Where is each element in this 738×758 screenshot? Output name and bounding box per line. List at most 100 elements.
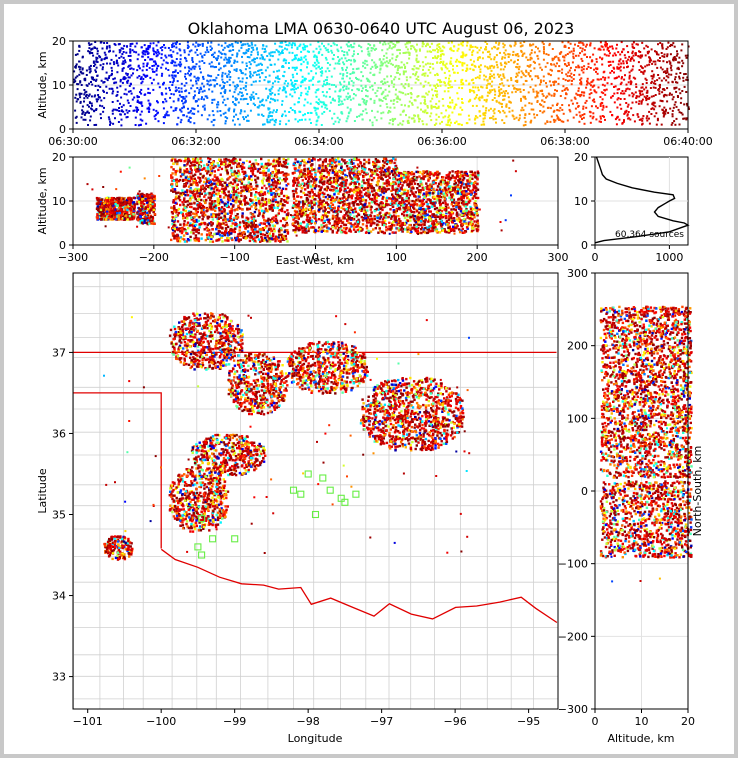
lightning-source [392, 99, 395, 102]
lightning-source [386, 106, 389, 109]
lightning-source [223, 52, 226, 55]
lightning-source [213, 175, 216, 178]
lightning-source [78, 68, 81, 71]
lightning-source [299, 110, 302, 113]
lightning-source [648, 63, 651, 66]
lightning-source [681, 90, 684, 92]
lightning-source [201, 60, 204, 62]
lightning-source [670, 73, 673, 76]
lightning-source [137, 124, 140, 127]
lightning-source [260, 162, 263, 166]
lightning-source [151, 200, 154, 204]
lightning-source [345, 75, 348, 78]
lightning-source [414, 48, 416, 51]
lightning-source [117, 218, 121, 221]
lightning-source [520, 97, 522, 100]
lightning-source [521, 55, 524, 57]
lightning-source [417, 79, 420, 82]
lightning-source [275, 48, 278, 51]
lightning-source [120, 213, 124, 216]
lightning-source [295, 54, 298, 57]
lightning-source [134, 124, 137, 126]
lightning-source [104, 77, 107, 80]
lightning-source [178, 240, 182, 243]
lightning-source [481, 86, 484, 89]
lightning-source [631, 101, 634, 104]
lightning-source [119, 78, 122, 81]
lightning-source [141, 51, 144, 54]
lightning-source [586, 81, 589, 84]
lightning-source [195, 220, 199, 223]
lightning-source [203, 190, 206, 193]
lightning-source [628, 76, 631, 79]
lightning-source [442, 62, 444, 65]
lightning-source [238, 91, 241, 94]
lightning-source [672, 106, 675, 109]
lightning-source [285, 221, 288, 225]
lightning-source [654, 50, 656, 53]
lightning-source [551, 48, 554, 50]
lightning-source [180, 90, 183, 93]
lightning-source [323, 83, 325, 86]
lightning-source [233, 199, 236, 203]
lightning-source [142, 52, 145, 55]
lightning-source [200, 211, 203, 214]
lightning-source [242, 166, 246, 169]
lightning-source [489, 117, 491, 120]
lightning-source [678, 88, 681, 91]
lightning-source [661, 68, 664, 71]
lightning-source [577, 45, 580, 47]
lightning-source [189, 79, 192, 82]
lightning-source [640, 54, 643, 57]
lightning-source [315, 55, 318, 58]
lightning-source [622, 62, 625, 65]
lightning-source [441, 49, 444, 52]
lightning-source [652, 75, 655, 78]
lightning-source [608, 64, 610, 67]
lightning-source [91, 108, 94, 111]
lightning-source [193, 215, 196, 219]
lightning-source [406, 48, 409, 51]
lightning-source [229, 76, 232, 78]
lightning-source [124, 88, 127, 91]
lightning-source [239, 112, 242, 115]
lightning-source [304, 113, 306, 116]
lightning-source [99, 64, 102, 67]
lightning-source [245, 62, 248, 65]
lightning-source [581, 114, 584, 116]
lightning-source [291, 42, 294, 45]
lightning-source [658, 84, 661, 87]
lightning-source [126, 218, 129, 221]
lightning-source [129, 105, 132, 107]
lightning-source [125, 198, 129, 202]
lightning-source [586, 56, 588, 58]
lightning-source [436, 61, 439, 64]
lightning-source [349, 73, 352, 75]
lightning-source [312, 64, 315, 67]
lightning-source [554, 89, 557, 92]
lightning-source [238, 207, 242, 210]
lightning-source [245, 49, 248, 52]
lightning-source [248, 61, 251, 63]
lightning-source [588, 96, 591, 99]
lightning-source [390, 80, 393, 83]
lightning-source [422, 68, 424, 71]
lightning-source [164, 46, 167, 49]
lightning-source [664, 93, 666, 96]
lightning-source [603, 70, 606, 73]
lightning-source [528, 102, 531, 105]
lightning-source [607, 60, 610, 63]
lightning-source [264, 48, 266, 51]
lightning-source [396, 100, 399, 103]
lightning-source [177, 87, 180, 90]
lightning-source [239, 87, 242, 90]
lightning-source [197, 98, 200, 101]
lightning-source [165, 61, 168, 64]
lightning-source [571, 61, 574, 64]
lightning-source [172, 109, 175, 112]
lightning-source [357, 78, 360, 81]
lightning-source [155, 52, 158, 55]
lightning-source [209, 79, 212, 82]
lightning-source [438, 100, 441, 103]
lightning-source [174, 70, 177, 73]
